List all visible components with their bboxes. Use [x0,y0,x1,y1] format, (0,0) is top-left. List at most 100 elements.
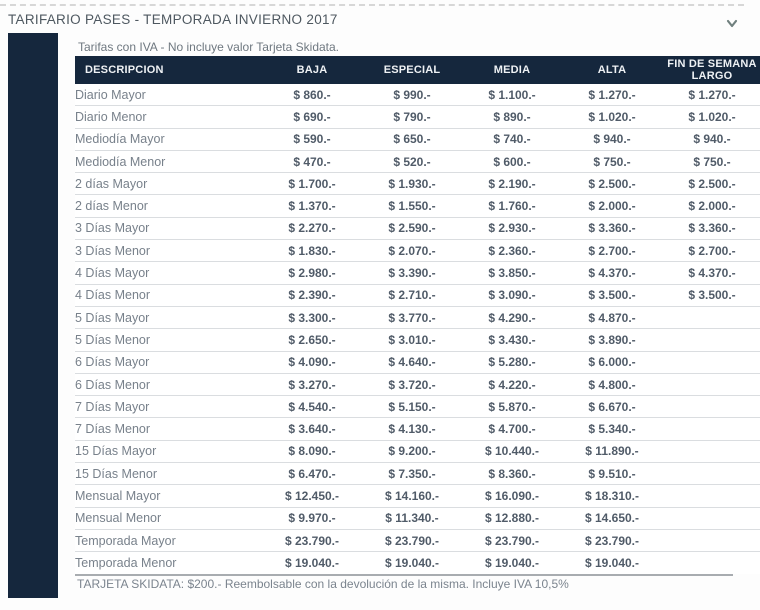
price-cell: $ 3.890.- [562,328,662,352]
price-cell: $ 23.790.- [362,529,462,553]
row-description: 7 Días Menor [75,417,262,441]
table-row: 2 días Mayor $ 1.700.- $ 1.930.- $ 2.190.- $… [75,172,760,196]
price-cell: $ 5.150.- [362,395,462,419]
price-cell [662,395,760,419]
price-cell [662,351,760,374]
table-row: 3 Días Menor $ 1.830.- $ 2.070.- $ 2.360.- $… [75,239,760,263]
tariff-table: DESCRIPCION BAJA ESPECIAL MEDIA ALTA FIN DE S… [75,56,760,574]
price-cell: $ 23.790.- [462,529,562,553]
price-cell: $ 1.270.- [562,84,662,107]
price-cell: $ 4.220.- [462,373,562,397]
price-cell [662,440,760,464]
price-cell: $ 750.- [662,150,760,174]
price-cell: $ 2.000.- [562,194,662,218]
price-cell: $ 1.370.- [262,194,362,218]
column-header-baja: BAJA [262,56,362,84]
section-title: TARIFARIO PASES - TEMPORADA INVIERNO 201… [8,12,338,27]
price-cell: $ 650.- [362,128,462,151]
row-description: Mensual Mayor [75,484,262,508]
price-cell: $ 3.640.- [262,417,362,441]
price-cell: $ 4.870.- [562,306,662,330]
column-header-alta: ALTA [562,56,662,84]
price-cell: $ 1.700.- [262,172,362,196]
price-cell: $ 3.300.- [262,306,362,330]
price-cell [662,328,760,352]
price-cell: $ 2.000.- [662,194,760,218]
price-cell [662,462,760,486]
price-cell [662,484,760,508]
price-cell: $ 2.700.- [562,239,662,263]
row-description: Mediodía Mayor [75,128,262,151]
price-cell: $ 2.360.- [462,239,562,263]
price-cell: $ 4.640.- [362,351,462,374]
price-cell: $ 2.980.- [262,261,362,285]
price-cell: $ 3.430.- [462,328,562,352]
price-cell: $ 3.010.- [362,328,462,352]
price-cell: $ 470.- [262,150,362,174]
table-row: 5 Días Menor $ 2.650.- $ 3.010.- $ 3.430.- $… [75,328,760,352]
table-row: 2 días Menor $ 1.370.- $ 1.550.- $ 1.760.- $… [75,194,760,218]
price-cell: $ 12.450.- [262,484,362,508]
row-description: Diario Mayor [75,84,262,107]
table-row: 15 Días Menor $ 6.470.- $ 7.350.- $ 8.360.-… [75,462,760,486]
price-cell: $ 3.270.- [262,373,362,397]
price-cell: $ 18.310.- [562,484,662,508]
row-description: Temporada Mayor [75,529,262,553]
price-cell: $ 590.- [262,128,362,151]
price-cell: $ 2.390.- [262,284,362,307]
price-cell: $ 890.- [462,105,562,129]
table-header-row: DESCRIPCION BAJA ESPECIAL MEDIA ALTA FIN DE S… [75,56,760,84]
price-cell: $ 2.500.- [662,172,760,196]
column-header-especial: ESPECIAL [362,56,462,84]
price-cell: $ 5.340.- [562,417,662,441]
table-row: 7 Días Mayor $ 4.540.- $ 5.150.- $ 5.870.- $… [75,395,760,419]
price-cell: $ 9.510.- [562,462,662,486]
price-cell: $ 8.090.- [262,440,362,464]
row-description: 4 Días Menor [75,284,262,307]
price-cell: $ 3.720.- [362,373,462,397]
price-cell [662,373,760,397]
table-row: 6 Días Mayor $ 4.090.- $ 4.640.- $ 5.280.- $… [75,351,760,374]
price-cell: $ 600.- [462,150,562,174]
price-cell: $ 19.040.- [362,551,462,574]
section-accordion-header[interactable]: TARIFARIO PASES - TEMPORADA INVIERNO 201… [0,8,760,34]
price-cell: $ 2.500.- [562,172,662,196]
price-cell: $ 4.370.- [662,261,760,285]
price-cell: $ 3.500.- [562,284,662,307]
row-description: 7 Días Mayor [75,395,262,419]
chevron-down-icon[interactable] [726,16,738,28]
price-cell: $ 2.700.- [662,239,760,263]
price-cell: $ 2.070.- [362,239,462,263]
price-cell: $ 990.- [362,84,462,107]
price-cell: $ 940.- [562,128,662,151]
table-row: Temporada Menor $ 19.040.- $ 19.040.- $ 19.… [75,551,760,574]
price-cell: $ 1.020.- [562,105,662,129]
tax-note: Tarifas con IVA - No incluye valor Tarje… [78,40,340,54]
price-cell: $ 750.- [562,150,662,174]
price-cell: $ 860.- [262,84,362,107]
row-description: 15 Días Menor [75,462,262,486]
row-description: 2 días Mayor [75,172,262,196]
price-cell: $ 23.790.- [562,529,662,553]
price-cell: $ 4.540.- [262,395,362,419]
price-cell: $ 4.700.- [462,417,562,441]
price-cell: $ 19.040.- [562,551,662,574]
price-cell: $ 1.100.- [462,84,562,107]
row-description: 15 Días Mayor [75,440,262,464]
row-description: 4 Días Mayor [75,261,262,285]
row-description: 3 Días Menor [75,239,262,263]
price-cell: $ 19.040.- [462,551,562,574]
price-cell: $ 2.710.- [362,284,462,307]
price-cell: $ 790.- [362,105,462,129]
price-cell: $ 7.350.- [362,462,462,486]
price-cell: $ 3.360.- [662,217,760,241]
table-row: Mensual Menor $ 9.970.- $ 11.340.- $ 12.880… [75,507,760,530]
price-cell: $ 1.930.- [362,172,462,196]
column-header-media: MEDIA [462,56,562,84]
price-cell: $ 3.850.- [462,261,562,285]
table-row: Diario Menor $ 690.- $ 790.- $ 890.- $ 1.020… [75,105,760,129]
row-description: 2 días Menor [75,194,262,218]
price-cell: $ 4.130.- [362,417,462,441]
price-cell: $ 3.770.- [362,306,462,330]
